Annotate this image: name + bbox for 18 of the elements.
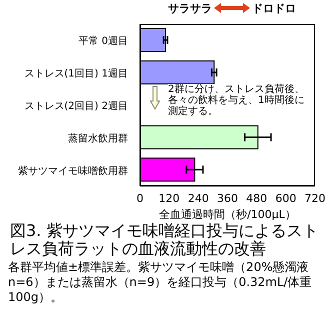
x-tick-label: 600 (275, 192, 296, 205)
x-tick-label: 120 (158, 192, 180, 205)
x-tick-label: 360 (217, 192, 238, 205)
y-tick-label: ストレス(2回目) 2週目 (24, 101, 128, 112)
x-tick-label: 240 (188, 192, 209, 205)
y-tick-label: 紫サツマイモ味噌飲用群 (18, 164, 128, 177)
y-tick-label: 平常 0週目 (78, 35, 128, 48)
x-tick-label: 720 (304, 192, 326, 205)
x-tick-label: 0 (136, 192, 144, 205)
y-tick-label: ストレス(1回目) 1週目 (24, 68, 128, 80)
text: サラサラ (168, 1, 212, 16)
x-axis-title: 全血通過時間（秒/100μL） (159, 208, 296, 221)
text: ドロドロ (252, 1, 296, 16)
text: 各群平均値±標準誤差。紫サツマイモ味噌（20%懸濁液 n=6）または蒸留水（n=9）を経口投与（0.32mL/体重100g）。 (8, 260, 313, 305)
annotation: 2群に分け、ストレス負荷後、各々の飲料を与え、1時間後に測定する。 (168, 84, 310, 117)
text: 図3. 紫サツマイモ味噌経口投与によるストレス負荷ラットの血液流動性の改善 (9, 221, 320, 258)
x-tick-label: 480 (246, 192, 268, 205)
y-tick-label: 蒸留水飲用群 (68, 132, 128, 144)
